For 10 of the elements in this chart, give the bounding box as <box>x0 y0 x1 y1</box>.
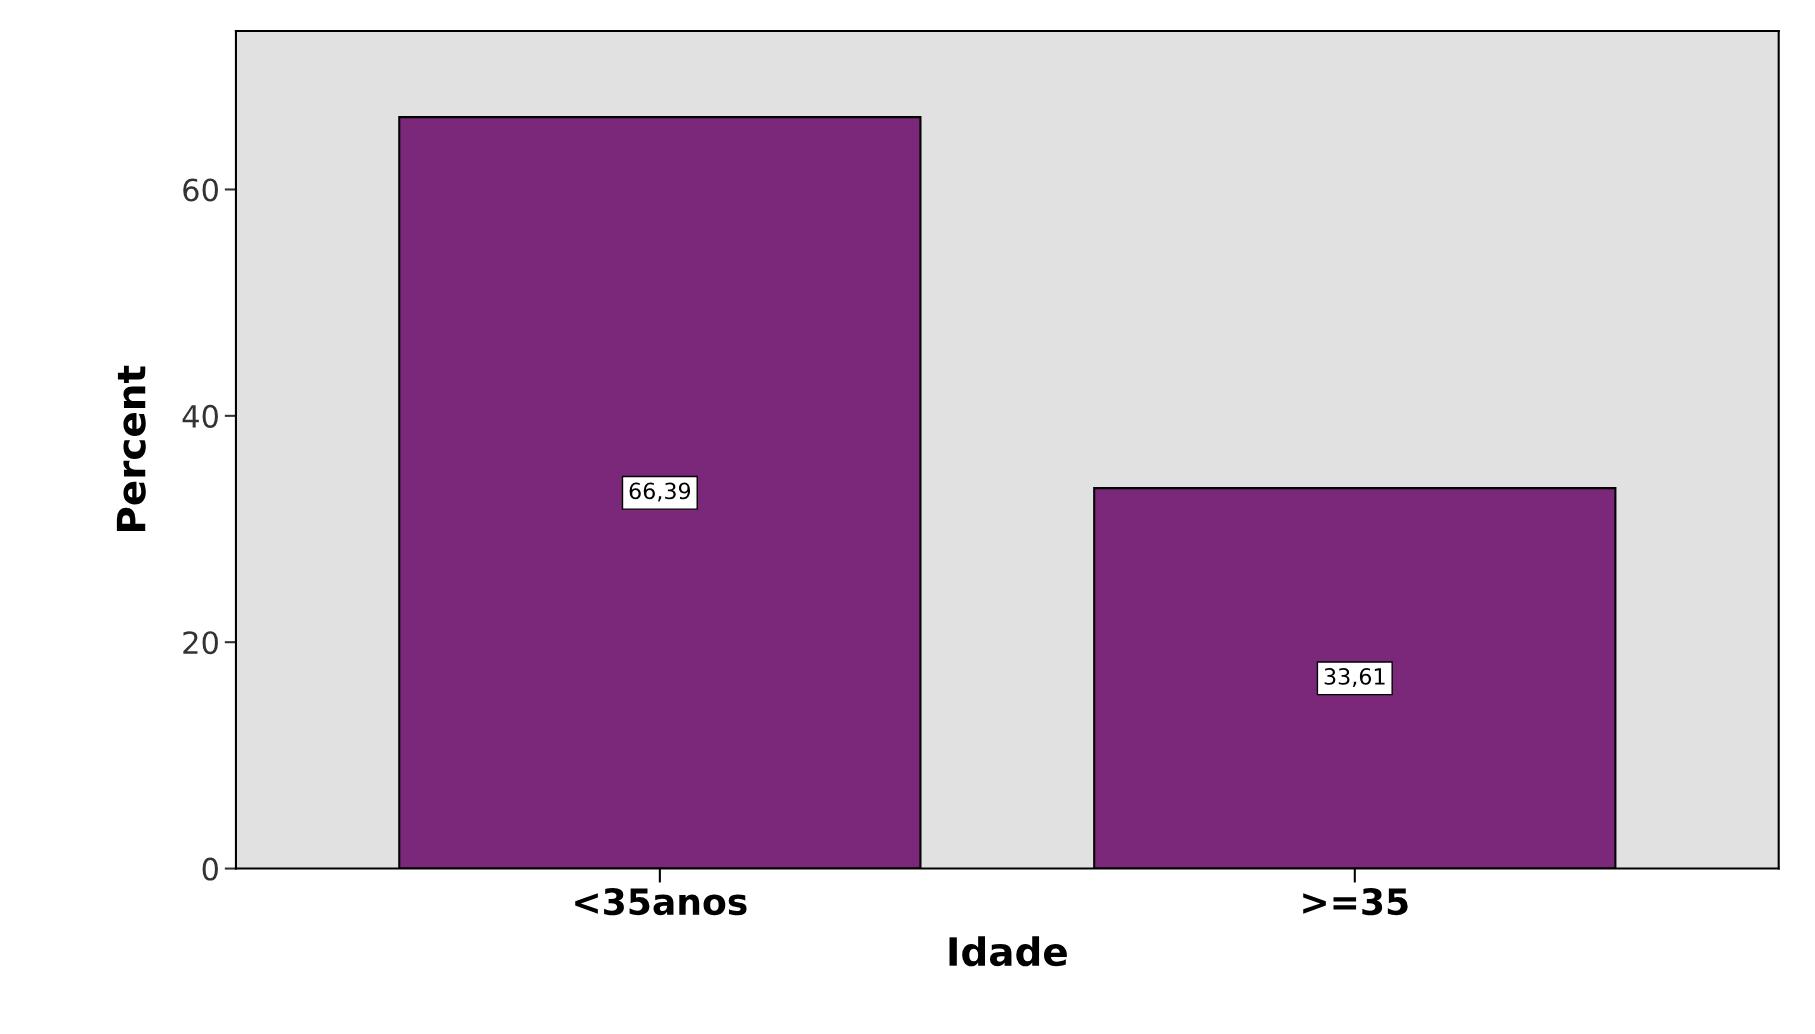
y-axis-title: Percent <box>116 365 146 532</box>
data-label: 33,61 <box>1324 668 1385 688</box>
data-label: 66,39 <box>629 482 691 502</box>
x-axis-title: Idade <box>949 936 1067 967</box>
y-tick-label: 60 <box>183 178 218 202</box>
x-tick-label: <35anos <box>575 887 747 916</box>
y-tick-label: 20 <box>183 631 218 655</box>
x-tick-label: >=35 <box>1303 887 1408 916</box>
y-tick-label: 40 <box>182 404 218 428</box>
y-tick-label: 0 <box>202 857 218 881</box>
